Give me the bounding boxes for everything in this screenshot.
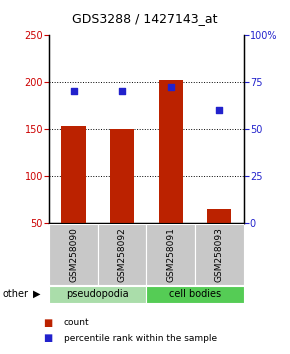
Text: GSM258093: GSM258093 bbox=[215, 227, 224, 282]
Text: count: count bbox=[64, 318, 89, 327]
Point bbox=[120, 88, 124, 93]
Bar bbox=[110, 129, 134, 223]
Bar bbox=[49, 224, 98, 285]
Bar bbox=[207, 209, 231, 223]
Text: percentile rank within the sample: percentile rank within the sample bbox=[64, 333, 217, 343]
Text: ▶: ▶ bbox=[33, 289, 41, 299]
Point bbox=[168, 84, 173, 90]
Point bbox=[217, 108, 222, 113]
Point bbox=[71, 88, 76, 93]
Bar bbox=[146, 224, 195, 285]
Bar bbox=[195, 224, 244, 285]
Text: GSM258090: GSM258090 bbox=[69, 227, 78, 282]
Bar bbox=[98, 224, 146, 285]
Text: ■: ■ bbox=[44, 318, 53, 328]
Text: GSM258092: GSM258092 bbox=[118, 227, 127, 282]
Text: other: other bbox=[3, 289, 29, 299]
Text: cell bodies: cell bodies bbox=[169, 289, 221, 299]
Bar bbox=[61, 126, 86, 223]
Text: ■: ■ bbox=[44, 333, 53, 343]
Text: GSM258091: GSM258091 bbox=[166, 227, 175, 282]
Text: GDS3288 / 1427143_at: GDS3288 / 1427143_at bbox=[72, 12, 218, 25]
Bar bbox=[49, 286, 146, 303]
Bar bbox=[159, 80, 183, 223]
Bar bbox=[146, 286, 244, 303]
Text: pseudopodia: pseudopodia bbox=[67, 289, 129, 299]
